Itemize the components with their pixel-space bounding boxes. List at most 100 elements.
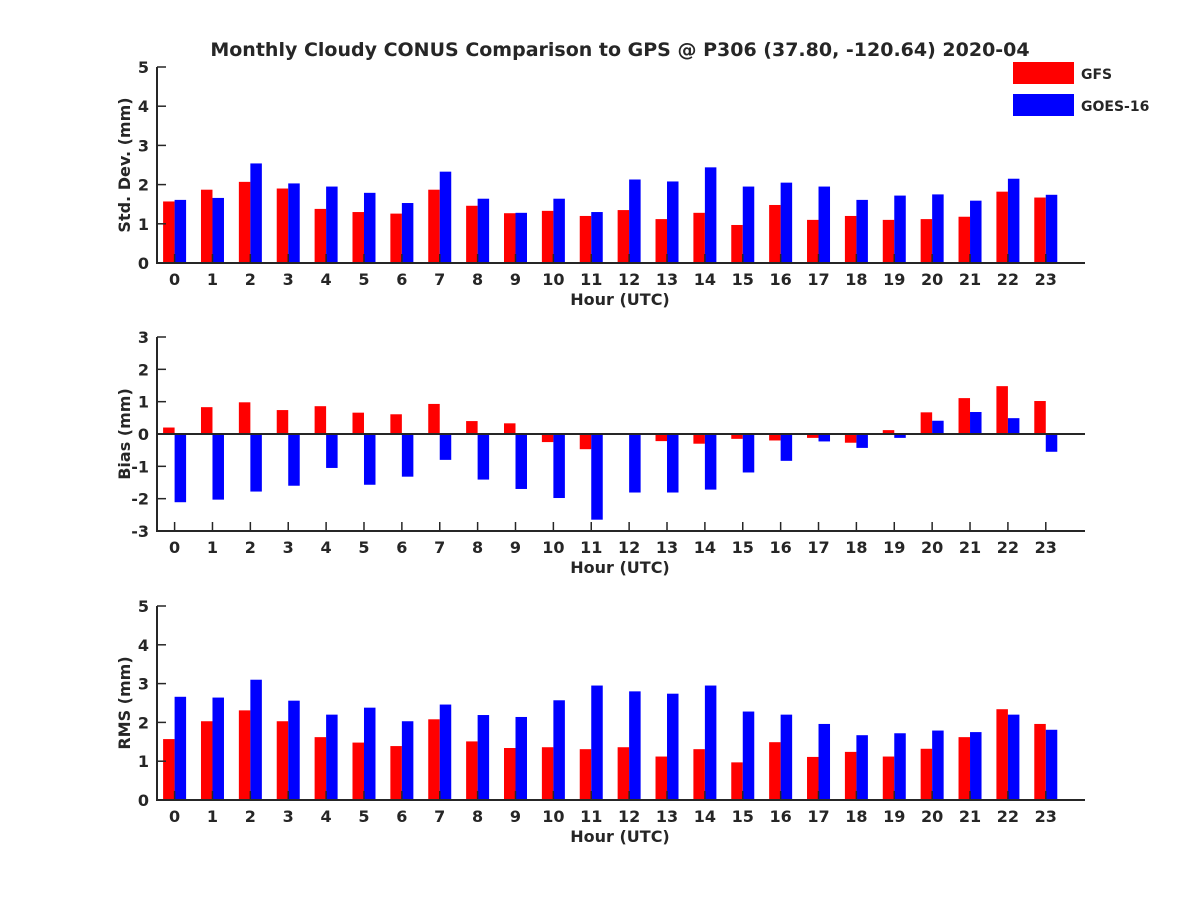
bar-gfs-hour-14 bbox=[693, 434, 705, 444]
bar-gfs-hour-7 bbox=[428, 403, 440, 434]
bar-gfs-hour-10 bbox=[541, 434, 554, 443]
bar-gfs-hour-22 bbox=[996, 386, 1008, 434]
bar-goes16-hour-13 bbox=[667, 181, 679, 263]
bar-goes16-hour-22 bbox=[1007, 418, 1020, 434]
x-tick-label: 9 bbox=[510, 807, 521, 826]
bar-gfs-hour-11 bbox=[579, 434, 592, 450]
bar-goes16-hour-22 bbox=[1007, 714, 1020, 800]
y-axis-label: Std. Dev. (mm) bbox=[115, 97, 134, 232]
bar-gfs-hour-16 bbox=[769, 434, 781, 441]
x-tick-label: 10 bbox=[542, 807, 564, 826]
x-tick-label: 14 bbox=[694, 807, 716, 826]
x-tick-label: 14 bbox=[694, 538, 716, 557]
bar-goes16-hour-5 bbox=[363, 707, 376, 800]
bar-goes16-hour-8 bbox=[477, 434, 490, 480]
bar-gfs-hour-2 bbox=[238, 181, 251, 263]
x-tick-label: 19 bbox=[883, 538, 905, 557]
bar-goes16-hour-14 bbox=[704, 685, 717, 800]
x-tick-label: 16 bbox=[770, 807, 792, 826]
y-axis-label: Bias (mm) bbox=[115, 388, 134, 480]
bar-gfs-hour-6 bbox=[390, 213, 402, 263]
x-tick-label: 17 bbox=[807, 270, 829, 289]
bar-goes16-hour-7 bbox=[439, 434, 452, 460]
x-tick-label: 19 bbox=[883, 270, 905, 289]
bar-gfs-hour-3 bbox=[276, 188, 289, 263]
bar-goes16-hour-20 bbox=[932, 420, 944, 434]
bar-goes16-hour-16 bbox=[780, 182, 793, 263]
bar-goes16-hour-19 bbox=[894, 195, 906, 263]
x-tick-label: 20 bbox=[921, 807, 943, 826]
x-axis-label: Hour (UTC) bbox=[570, 290, 670, 309]
bar-goes16-hour-10 bbox=[553, 700, 565, 800]
x-tick-label: 2 bbox=[245, 538, 256, 557]
bar-goes16-hour-15 bbox=[742, 711, 755, 800]
bar-gfs-hour-19 bbox=[882, 430, 895, 434]
x-tick-label: 23 bbox=[1035, 270, 1057, 289]
bar-goes16-hour-17 bbox=[818, 723, 831, 800]
bar-gfs-hour-6 bbox=[390, 746, 402, 800]
x-tick-label: 2 bbox=[245, 807, 256, 826]
bar-gfs-hour-7 bbox=[428, 719, 440, 800]
bar-goes16-hour-7 bbox=[439, 704, 452, 800]
bar-goes16-hour-9 bbox=[515, 212, 527, 263]
bar-gfs-hour-20 bbox=[920, 219, 933, 263]
bar-goes16-hour-5 bbox=[363, 434, 376, 485]
bar-gfs-hour-21 bbox=[958, 737, 971, 800]
y-tick-label: -1 bbox=[131, 457, 149, 476]
bar-gfs-hour-13 bbox=[655, 434, 668, 442]
bar-gfs-hour-14 bbox=[693, 212, 705, 263]
bar-gfs-hour-8 bbox=[466, 421, 478, 434]
bar-gfs-hour-1 bbox=[200, 189, 213, 263]
x-tick-label: 1 bbox=[207, 807, 218, 826]
x-tick-label: 9 bbox=[510, 270, 521, 289]
x-tick-label: 0 bbox=[169, 807, 180, 826]
x-tick-label: 18 bbox=[845, 538, 867, 557]
legend-label-gfs: GFS bbox=[1081, 67, 1112, 83]
bar-gfs-hour-12 bbox=[617, 210, 630, 263]
bar-goes16-hour-13 bbox=[667, 693, 679, 800]
y-tick-label: 2 bbox=[138, 713, 149, 732]
bar-gfs-hour-3 bbox=[276, 721, 289, 800]
bar-goes16-hour-13 bbox=[667, 434, 679, 493]
y-tick-label: 2 bbox=[138, 176, 149, 195]
x-tick-label: 22 bbox=[997, 538, 1019, 557]
x-tick-label: 15 bbox=[732, 538, 754, 557]
bar-goes16-hour-8 bbox=[477, 198, 490, 263]
x-tick-label: 18 bbox=[845, 807, 867, 826]
x-tick-label: 13 bbox=[656, 538, 678, 557]
y-tick-label: 3 bbox=[138, 675, 149, 694]
bar-goes16-hour-19 bbox=[894, 434, 906, 438]
bar-gfs-hour-18 bbox=[844, 751, 857, 800]
bar-gfs-hour-20 bbox=[920, 748, 933, 800]
bar-goes16-hour-21 bbox=[970, 200, 982, 263]
x-tick-label: 16 bbox=[770, 538, 792, 557]
bar-gfs-hour-22 bbox=[996, 191, 1008, 263]
x-tick-label: 5 bbox=[358, 270, 369, 289]
bar-gfs-hour-0 bbox=[163, 427, 175, 434]
bar-goes16-hour-3 bbox=[288, 183, 300, 263]
y-tick-label: -2 bbox=[131, 490, 149, 509]
bar-goes16-hour-6 bbox=[401, 721, 414, 800]
bar-goes16-hour-4 bbox=[326, 186, 338, 263]
bar-gfs-hour-18 bbox=[844, 434, 857, 443]
x-tick-label: 4 bbox=[321, 538, 332, 557]
x-tick-label: 7 bbox=[434, 807, 445, 826]
legend: GFS GOES-16 bbox=[1013, 62, 1149, 116]
bar-gfs-hour-0 bbox=[163, 201, 175, 263]
x-tick-label: 3 bbox=[283, 270, 294, 289]
bar-goes16-hour-6 bbox=[401, 203, 414, 263]
bar-goes16-hour-1 bbox=[212, 697, 224, 800]
x-tick-label: 17 bbox=[807, 807, 829, 826]
bar-gfs-hour-21 bbox=[958, 216, 971, 263]
bar-goes16-hour-9 bbox=[515, 716, 527, 800]
bar-goes16-hour-12 bbox=[629, 434, 641, 493]
bar-gfs-hour-8 bbox=[466, 205, 478, 263]
bar-gfs-hour-3 bbox=[276, 410, 289, 434]
y-tick-label: 1 bbox=[138, 752, 149, 771]
y-tick-label: 4 bbox=[138, 97, 149, 116]
bar-gfs-hour-13 bbox=[655, 756, 668, 800]
bar-goes16-hour-12 bbox=[629, 179, 641, 263]
